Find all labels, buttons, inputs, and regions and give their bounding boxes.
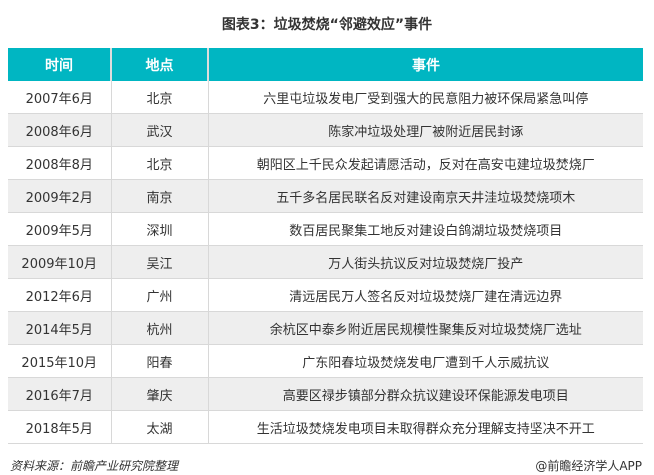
cell-time: 2009年10月 [8, 245, 112, 279]
cell-event: 六里屯垃圾发电厂受到强大的民意阻力被环保局紧急叫停 [208, 81, 643, 114]
header-event: 事件 [208, 48, 643, 81]
cell-event: 高要区禄步镇部分群众抗议建设环保能源发电项目 [208, 377, 643, 411]
cell-location: 阳春 [111, 344, 209, 378]
cell-time: 2008年8月 [8, 146, 112, 180]
brand-watermark: @前瞻经济学人APP [535, 459, 642, 473]
cell-location: 北京 [111, 81, 209, 114]
cell-location: 太湖 [111, 410, 209, 444]
cell-location: 杭州 [111, 311, 209, 345]
cell-event: 五千多名居民联名反对建设南京天井洼垃圾焚烧项木 [208, 179, 643, 213]
cell-event: 陈家冲垃圾处理厂被附近居民封诼 [208, 113, 643, 147]
table-row: 2009年10月 吴江 万人街头抗议反对垃圾焚烧厂投产 [8, 245, 643, 279]
cell-time: 2014年5月 [8, 311, 112, 345]
table-header-row: 时间 地点 事件 [8, 48, 643, 81]
cell-location: 南京 [111, 179, 209, 213]
table-title: 图表3：垃圾焚烧“邻避效应”事件 [221, 17, 433, 33]
header-location: 地点 [111, 48, 209, 81]
cell-location: 深圳 [111, 212, 209, 246]
cell-event: 清远居民万人签名反对垃圾焚烧厂建在清远边界 [208, 278, 643, 312]
source-note: 资料来源：前瞻产业研究院整理 [10, 459, 179, 473]
events-table: 时间 地点 事件 2007年6月 北京 六里屯垃圾发电厂受到强大的民意阻力被环保局紧… [8, 48, 643, 444]
cell-location: 北京 [111, 146, 209, 180]
table-row: 2014年5月 杭州 余杭区中泰乡附近居民规模性聚集反对垃圾焚烧厂选址 [8, 311, 643, 345]
table-row: 2008年8月 北京 朝阳区上千民众发起请愿活动，反对在高安屯建垃圾焚烧厂 [8, 146, 643, 180]
cell-time: 2009年5月 [8, 212, 112, 246]
cell-time: 2018年5月 [8, 410, 112, 444]
table-row: 2015年10月 阳春 广东阳春垃圾焚烧发电厂遭到千人示威抗议 [8, 344, 643, 378]
cell-event: 朝阳区上千民众发起请愿活动，反对在高安屯建垃圾焚烧厂 [208, 146, 643, 180]
cell-time: 2016年7月 [8, 377, 112, 411]
header-time: 时间 [8, 48, 112, 81]
cell-time: 2012年6月 [8, 278, 112, 312]
table-row: 2009年5月 深圳 数百居民聚集工地反对建设白鸽湖垃圾焚烧项目 [8, 212, 643, 246]
table-row: 2012年6月 广州 清远居民万人签名反对垃圾焚烧厂建在清远边界 [8, 278, 643, 312]
table-row: 2018年5月 太湖 生活垃圾焚烧发电项目未取得群众充分理解支持坚决不开工 [8, 410, 643, 444]
cell-time: 2008年6月 [8, 113, 112, 147]
cell-location: 武汉 [111, 113, 209, 147]
cell-time: 2015年10月 [8, 344, 112, 378]
cell-location: 广州 [111, 278, 209, 312]
cell-time: 2007年6月 [8, 81, 112, 114]
table-row: 2008年6月 武汉 陈家冲垃圾处理厂被附近居民封诼 [8, 113, 643, 147]
table-row: 2007年6月 北京 六里屯垃圾发电厂受到强大的民意阻力被环保局紧急叫停 [8, 81, 643, 114]
cell-event: 生活垃圾焚烧发电项目未取得群众充分理解支持坚决不开工 [208, 410, 643, 444]
cell-time: 2009年2月 [8, 179, 112, 213]
cell-event: 数百居民聚集工地反对建设白鸽湖垃圾焚烧项目 [208, 212, 643, 246]
table-row: 2016年7月 肇庆 高要区禄步镇部分群众抗议建设环保能源发电项目 [8, 377, 643, 411]
cell-event: 万人街头抗议反对垃圾焚烧厂投产 [208, 245, 643, 279]
cell-location: 肇庆 [111, 377, 209, 411]
cell-event: 余杭区中泰乡附近居民规模性聚集反对垃圾焚烧厂选址 [208, 311, 643, 345]
cell-location: 吴江 [111, 245, 209, 279]
cell-event: 广东阳春垃圾焚烧发电厂遭到千人示威抗议 [208, 344, 643, 378]
table-row: 2009年2月 南京 五千多名居民联名反对建设南京天井洼垃圾焚烧项木 [8, 179, 643, 213]
